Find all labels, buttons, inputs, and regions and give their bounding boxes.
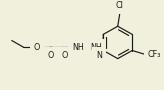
Text: Cl: Cl [116, 1, 124, 10]
Text: O: O [48, 51, 54, 60]
Text: NH: NH [90, 43, 102, 52]
Text: NH: NH [72, 43, 84, 52]
Text: CF₃: CF₃ [148, 50, 161, 59]
Text: N: N [96, 51, 102, 60]
Text: O: O [62, 51, 68, 60]
Text: O: O [34, 43, 40, 52]
